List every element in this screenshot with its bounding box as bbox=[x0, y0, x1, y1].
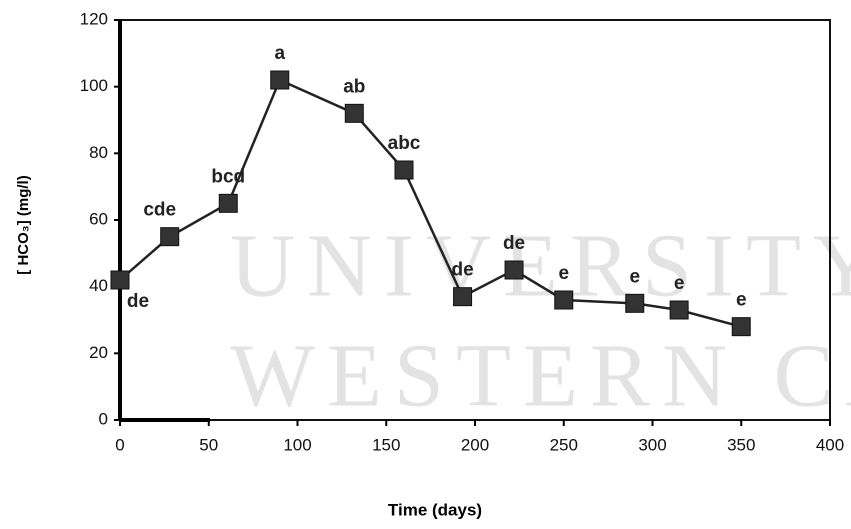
point-label: e bbox=[736, 290, 747, 311]
data-point bbox=[731, 317, 751, 337]
data-point bbox=[504, 260, 524, 280]
y-tick-label: 100 bbox=[80, 76, 108, 95]
x-tick-label: 100 bbox=[283, 435, 311, 454]
point-label: e bbox=[674, 273, 685, 294]
point-label: ab bbox=[343, 76, 365, 97]
point-label: de bbox=[451, 260, 473, 281]
point-label: de bbox=[503, 233, 525, 254]
y-tick-label: 80 bbox=[89, 143, 108, 162]
data-point bbox=[554, 290, 574, 310]
point-label: cde bbox=[143, 200, 176, 221]
data-point bbox=[110, 270, 130, 290]
data-point bbox=[160, 227, 180, 247]
point-label: bcd bbox=[211, 166, 245, 187]
x-tick-label: 300 bbox=[638, 435, 666, 454]
y-tick-label: 120 bbox=[80, 9, 108, 28]
watermark: WESTERN CA bbox=[230, 327, 851, 426]
point-label: de bbox=[127, 291, 149, 312]
y-tick-label: 40 bbox=[89, 276, 108, 295]
x-tick-label: 350 bbox=[727, 435, 755, 454]
y-axis-label: [ HCO₃] (mg/l) bbox=[15, 175, 32, 274]
data-point bbox=[625, 293, 645, 313]
x-tick-label: 150 bbox=[372, 435, 400, 454]
data-point bbox=[394, 160, 414, 180]
x-axis-label: Time (days) bbox=[388, 500, 482, 519]
data-point bbox=[344, 103, 364, 123]
point-label: a bbox=[274, 43, 285, 64]
y-tick-label: 60 bbox=[89, 209, 108, 228]
data-point bbox=[669, 300, 689, 320]
x-tick-label: 200 bbox=[461, 435, 489, 454]
x-tick-label: 50 bbox=[199, 435, 218, 454]
point-label: e bbox=[629, 266, 640, 287]
y-tick-label: 20 bbox=[89, 343, 108, 362]
data-point bbox=[453, 287, 473, 307]
data-point bbox=[270, 70, 290, 90]
x-tick-label: 0 bbox=[115, 435, 124, 454]
x-tick-label: 250 bbox=[550, 435, 578, 454]
x-tick-label: 400 bbox=[816, 435, 844, 454]
y-tick-label: 0 bbox=[99, 409, 108, 428]
watermark: UNIVERSITY of bbox=[230, 217, 851, 316]
data-point bbox=[218, 193, 238, 213]
point-label: e bbox=[558, 263, 569, 284]
point-label: abc bbox=[388, 133, 421, 154]
